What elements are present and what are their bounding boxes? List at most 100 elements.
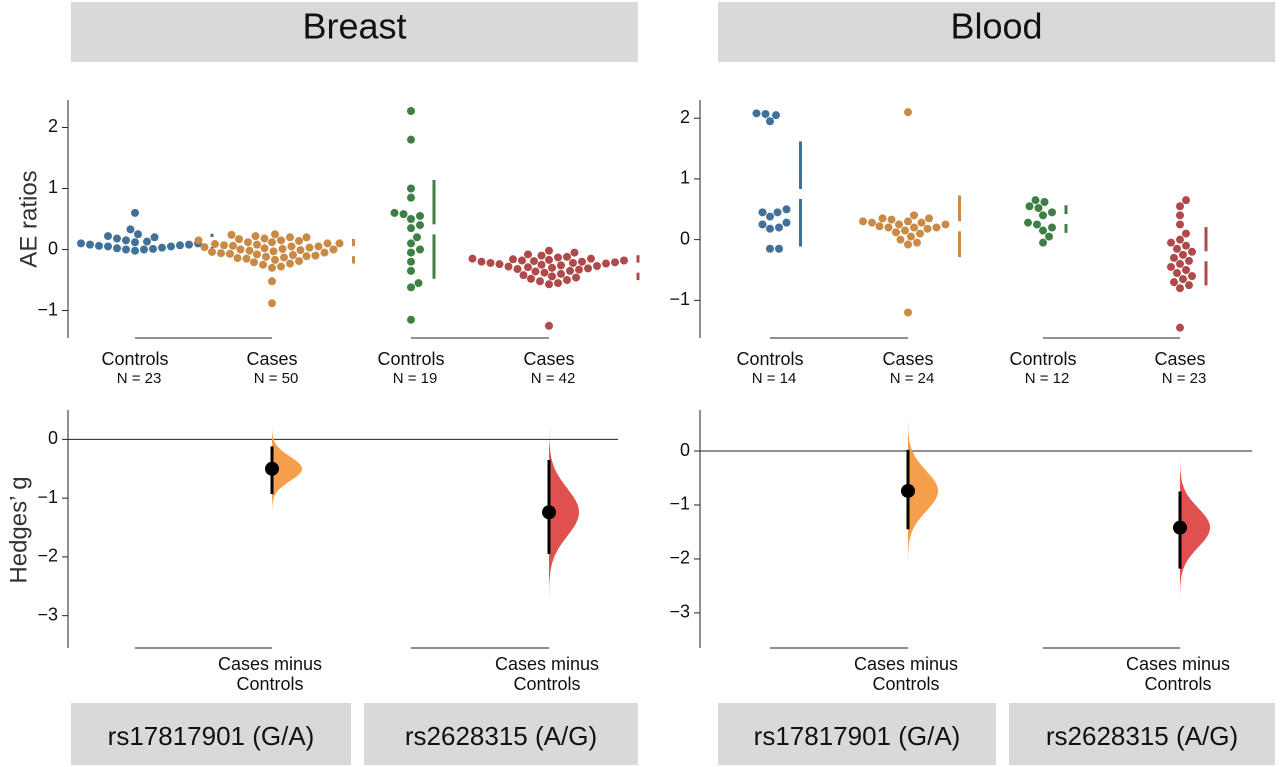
- swarm-dot: [407, 239, 415, 248]
- swarm-dot: [486, 258, 495, 267]
- swarm-dot: [245, 246, 254, 255]
- swarm-dot: [200, 243, 209, 252]
- swarm-dot: [233, 254, 242, 263]
- swarm-dot: [407, 257, 415, 266]
- swarm-dot: [277, 262, 285, 271]
- swarm-dot: [907, 232, 915, 241]
- swarm-dot: [572, 273, 580, 282]
- swarm-dot: [1033, 220, 1041, 229]
- swarm-dot: [260, 244, 269, 253]
- swarm-dot: [416, 211, 424, 220]
- panel-title: Blood: [950, 6, 1042, 47]
- swarm-dot: [1176, 259, 1184, 268]
- group-label: Cases: [882, 349, 933, 369]
- swarm-dot: [578, 257, 586, 266]
- swarm-dot: [229, 241, 237, 250]
- swarm-dot: [1176, 235, 1184, 244]
- swarm-dot: [527, 274, 535, 283]
- effect-label: Controls: [1144, 674, 1211, 694]
- swarm-dot: [244, 238, 252, 247]
- swarm-dot: [335, 239, 344, 248]
- group-label: Cases: [1154, 349, 1205, 369]
- swarm-dot: [407, 315, 415, 324]
- snp-label: rs17817901 (G/A): [108, 721, 315, 751]
- swarm-dot: [477, 257, 486, 266]
- group-label: Controls: [1009, 349, 1076, 369]
- swarm-dot: [545, 255, 553, 264]
- swarm-dot: [1182, 266, 1190, 274]
- swarm-dot: [896, 235, 905, 244]
- swarm-dot: [236, 245, 245, 254]
- effect-y-tick-label: −2: [37, 546, 58, 566]
- swarm-dot: [104, 242, 112, 251]
- swarm-dot: [77, 239, 85, 248]
- swarm-dot: [1039, 211, 1047, 220]
- panel-header: [718, 2, 1275, 62]
- effect-point: [265, 461, 279, 476]
- swarm-dot: [1185, 256, 1193, 265]
- swarm-dot: [287, 242, 296, 251]
- swarm-dot: [416, 245, 424, 254]
- swarm-dot: [1034, 204, 1043, 213]
- swarm-dot: [407, 283, 415, 292]
- effect-point: [1173, 520, 1187, 535]
- swarm-dot: [554, 253, 562, 262]
- swarm-dot: [220, 241, 228, 250]
- swarm-dot: [563, 252, 571, 261]
- swarm-dot: [217, 249, 225, 258]
- swarm-dot: [916, 229, 924, 238]
- swarm-dot: [772, 111, 780, 120]
- group-n: N = 24: [890, 370, 935, 387]
- swarm-dot: [140, 245, 148, 254]
- snp-label: rs2628315 (A/G): [1046, 721, 1238, 751]
- effect-y-tick-label: −3: [669, 602, 690, 622]
- snp-box: [1009, 703, 1275, 765]
- swarm-dot: [593, 261, 601, 270]
- swarm-dot: [227, 230, 236, 239]
- swarm-dot: [143, 237, 151, 246]
- swarm-dot: [277, 236, 285, 245]
- swarm-dot: [286, 233, 294, 242]
- swarm-dot: [1031, 196, 1040, 205]
- swarm-dot: [904, 108, 912, 117]
- swarm-dot: [268, 238, 276, 247]
- swarm-dot: [1167, 238, 1175, 247]
- swarm-dot: [518, 256, 526, 265]
- effect-label: Controls: [236, 674, 303, 694]
- swarm-dot: [910, 223, 918, 232]
- swarm-dot: [413, 233, 421, 242]
- swarm-dot: [1182, 229, 1190, 238]
- swarm-dot: [1182, 196, 1190, 205]
- swarm-dot: [399, 210, 408, 219]
- swarm-dot: [878, 214, 887, 223]
- effect-label: Cases minus: [1126, 654, 1230, 674]
- swarm-dot: [1040, 198, 1049, 206]
- swarm-dot: [407, 193, 415, 202]
- swarm-dot: [932, 223, 941, 232]
- swarm-dot: [251, 232, 260, 241]
- swarm-dot: [775, 244, 783, 253]
- swarm-dot: [314, 242, 323, 251]
- swarm-dot: [545, 321, 553, 330]
- swarm-dot: [131, 246, 139, 255]
- swarm-dot: [868, 218, 876, 227]
- swarm-dot: [557, 261, 565, 270]
- swarm-dot: [296, 246, 305, 255]
- swarm-dot: [1025, 202, 1034, 211]
- y-tick-label: 2: [680, 107, 690, 127]
- y-tick-label: 1: [48, 177, 58, 197]
- group-n: N = 19: [393, 370, 438, 387]
- swarm-dot: [295, 257, 303, 266]
- swarm-dot: [761, 109, 770, 118]
- swarm-dot: [548, 263, 556, 272]
- swarm-dot: [1176, 211, 1184, 220]
- swarm-dot: [1048, 223, 1056, 232]
- swarm-dot: [250, 258, 258, 267]
- swarm-dot: [149, 244, 157, 253]
- swarm-dot: [584, 264, 592, 273]
- group-n: N = 50: [254, 370, 299, 387]
- swarm-dot: [575, 265, 583, 274]
- group-n: N = 23: [117, 370, 162, 387]
- swarm-dot: [131, 238, 139, 247]
- swarm-dot: [1170, 278, 1178, 287]
